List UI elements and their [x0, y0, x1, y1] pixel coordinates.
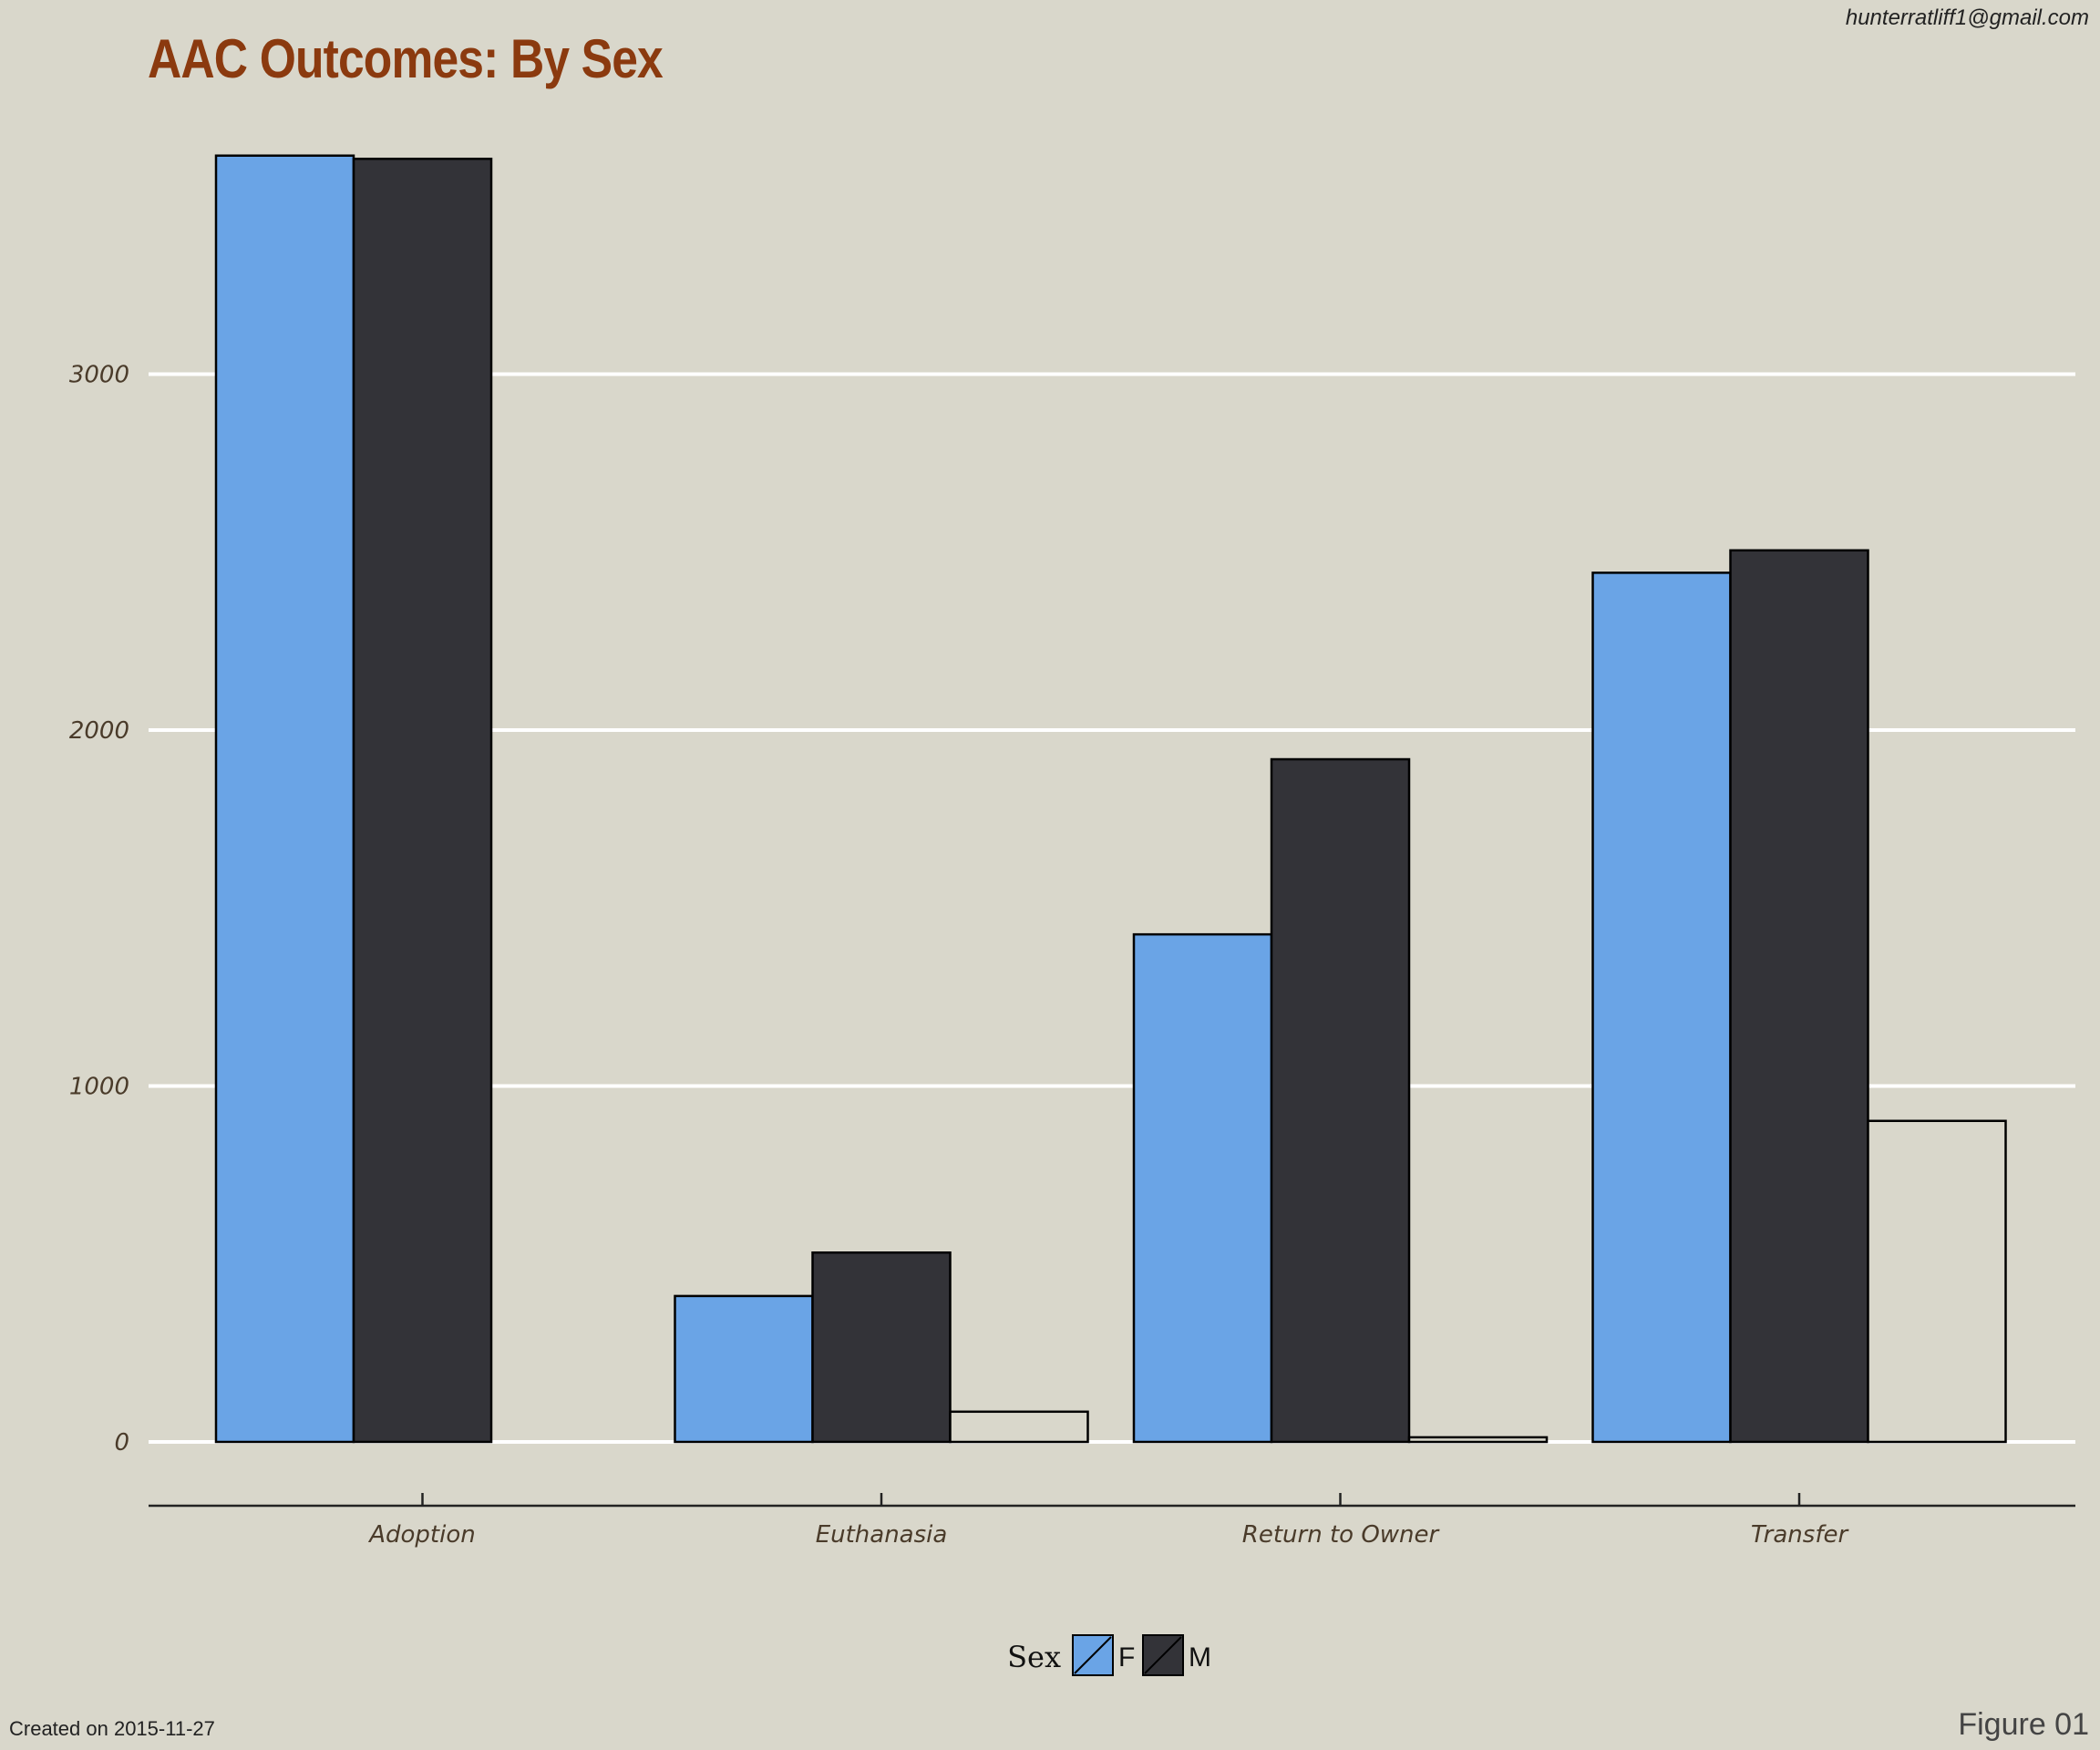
bar-adoption-F — [214, 154, 355, 1444]
legend-label-M: M — [1189, 1642, 1211, 1673]
bar-transfer-missing — [1867, 1119, 2007, 1444]
bar-return-to-owner-F — [1132, 932, 1273, 1444]
y-tick-label-3000: 3000 — [69, 362, 129, 389]
bar-transfer-M — [1729, 549, 1869, 1444]
x-tick-label-adoption: Adoption — [367, 1521, 476, 1549]
author-credit: hunterratliff1@gmail.com — [1845, 5, 2089, 30]
x-tick-label-transfer: Transfer — [1751, 1521, 1850, 1549]
bar-adoption-M — [352, 157, 493, 1444]
chart-title: AAC Outcomes: By Sex — [148, 28, 664, 89]
created-date: Created on 2015-11-27 — [9, 1717, 215, 1740]
x-tick-label-return-to-owner: Return to Owner — [1242, 1521, 1441, 1549]
y-tick-label-2000: 2000 — [69, 717, 129, 745]
bar-euthanasia-F — [674, 1294, 814, 1444]
bar-return-to-owner-M — [1270, 757, 1411, 1444]
figure-label: Figure 01 — [1958, 1707, 2089, 1742]
bar-euthanasia-M — [811, 1251, 952, 1444]
legend-title: Sex — [1007, 1640, 1061, 1674]
bar-euthanasia-missing — [949, 1410, 1089, 1444]
bar-return-to-owner-missing — [1407, 1436, 1549, 1444]
legend-label-F: F — [1118, 1642, 1135, 1673]
legend-key-slash-F — [1074, 1636, 1112, 1674]
legend-key-slash-M — [1144, 1636, 1182, 1674]
bar-transfer-F — [1591, 571, 1732, 1444]
x-tick-label-euthanasia: Euthanasia — [816, 1521, 948, 1549]
y-tick-label-1000: 1000 — [69, 1074, 129, 1101]
y-tick-label-0: 0 — [114, 1429, 129, 1457]
